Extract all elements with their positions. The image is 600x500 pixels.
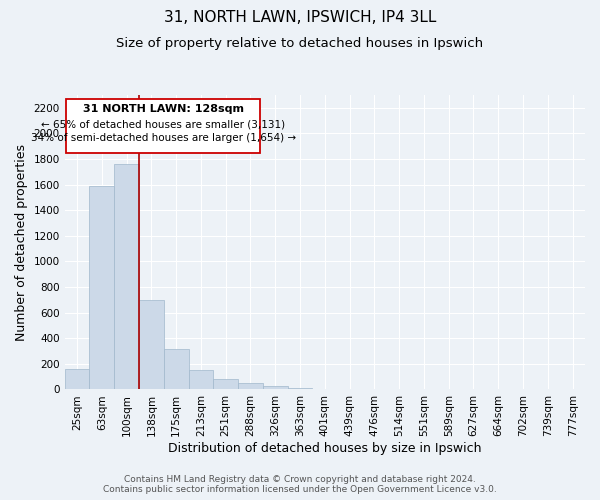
Text: 31 NORTH LAWN: 128sqm: 31 NORTH LAWN: 128sqm [83, 104, 244, 114]
Bar [164, 349, 188, 390]
Text: 34% of semi-detached houses are larger (1,654) →: 34% of semi-detached houses are larger (… [31, 134, 296, 143]
Text: Contains public sector information licensed under the Open Government Licence v3: Contains public sector information licen… [103, 485, 497, 494]
Bar [238, 383, 263, 390]
Bar [287, 388, 313, 390]
Bar [65, 369, 89, 390]
X-axis label: Distribution of detached houses by size in Ipswich: Distribution of detached houses by size … [168, 442, 482, 455]
Text: ← 65% of detached houses are smaller (3,131): ← 65% of detached houses are smaller (3,… [41, 120, 285, 130]
Bar [214, 378, 238, 390]
FancyBboxPatch shape [66, 99, 260, 152]
Text: Size of property relative to detached houses in Ipswich: Size of property relative to detached ho… [116, 38, 484, 51]
Bar [263, 386, 287, 390]
Bar [139, 300, 164, 390]
Bar [89, 186, 114, 390]
Bar [188, 370, 214, 390]
Bar [114, 164, 139, 390]
Text: 31, NORTH LAWN, IPSWICH, IP4 3LL: 31, NORTH LAWN, IPSWICH, IP4 3LL [164, 10, 436, 25]
Text: Contains HM Land Registry data © Crown copyright and database right 2024.: Contains HM Land Registry data © Crown c… [124, 474, 476, 484]
Y-axis label: Number of detached properties: Number of detached properties [15, 144, 28, 340]
